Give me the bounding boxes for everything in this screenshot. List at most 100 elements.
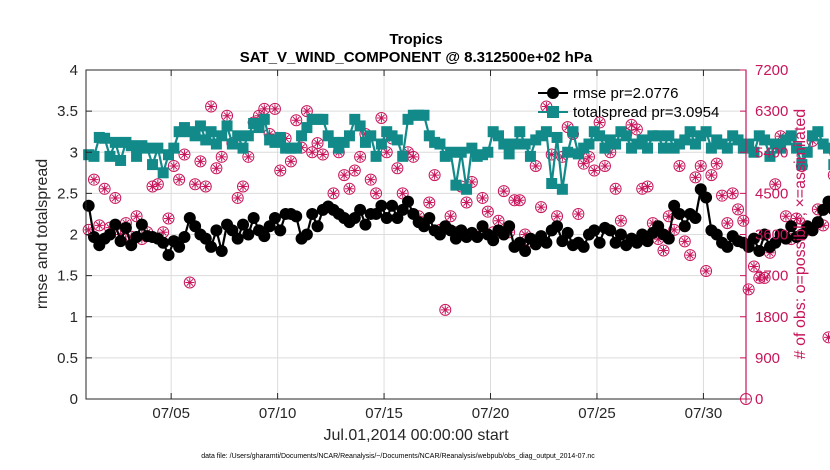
rmse-point (503, 220, 516, 233)
rmse-point (215, 244, 228, 257)
chart-title: Tropics (389, 31, 442, 48)
obs-assimilated-marker (616, 216, 626, 226)
y-tick-label: 2.5 (57, 185, 78, 202)
obs-assimilated-marker (339, 170, 349, 180)
totalspread-point (365, 130, 377, 142)
rmse-point (700, 191, 713, 204)
rmse-point (386, 199, 399, 212)
rmse-point (673, 207, 686, 220)
rmse-point (779, 232, 792, 245)
obs-possible-marker (199, 180, 212, 193)
rmse-series (82, 183, 830, 262)
obs-assimilated-marker (627, 120, 637, 130)
totalspread-point (700, 126, 712, 138)
rmse-point (822, 195, 830, 208)
obs-assimilated-marker (344, 184, 354, 194)
totalspread-point (237, 142, 249, 154)
totalspread-point (152, 142, 164, 154)
legend-rmse-label: rmse pr=2.0776 (573, 85, 678, 102)
obs-assimilated-marker (536, 202, 546, 212)
obs-assimilated-marker (749, 261, 759, 271)
obs-assimilated-marker (744, 284, 754, 294)
obs-assimilated-marker (669, 225, 679, 235)
totalspread-point (764, 150, 776, 162)
totalspread-point (759, 134, 771, 146)
obs-assimilated-marker (690, 172, 700, 182)
totalspread-point (599, 142, 611, 154)
totalspread-point (508, 138, 520, 150)
obs-assimilated-marker (573, 209, 583, 219)
obs-assimilated-marker (659, 245, 668, 255)
y-right-tick-label: 900 (755, 350, 780, 367)
obs-assimilated-marker (600, 161, 610, 171)
totalspread-point (163, 149, 174, 161)
obs-possible-marker (231, 191, 244, 204)
obs-possible-marker (614, 214, 627, 227)
rmse-point (827, 205, 830, 215)
totalspread-point (359, 136, 371, 148)
obs-assimilated-marker (222, 111, 232, 121)
rmse-point (157, 236, 170, 249)
totalspread-point (546, 178, 558, 190)
totalspread-point (466, 142, 478, 154)
totalspread-point (317, 113, 329, 125)
obs-possible-marker (684, 249, 697, 262)
obs-possible-marker (769, 178, 782, 191)
totalspread-point (455, 146, 467, 158)
rmse-point (588, 224, 601, 237)
obs-assimilated-marker (712, 159, 722, 169)
obs-assimilated-marker (174, 175, 184, 185)
obs-possible-marker (391, 162, 404, 175)
obs-assimilated-marker (392, 163, 402, 173)
rmse-point (82, 199, 95, 212)
obs-possible-marker (215, 150, 228, 163)
y-axis-label: rmse and totalspread (34, 159, 51, 309)
totalspread-point (684, 126, 696, 138)
rmse-point (247, 212, 260, 225)
totalspread-series (83, 109, 830, 195)
obs-possible-marker (694, 159, 707, 172)
obs-possible-marker (210, 162, 223, 175)
totalspread-point (514, 126, 526, 138)
rmse-point (593, 236, 606, 249)
obs-assimilated-marker (110, 193, 120, 203)
obs-possible-marker (327, 187, 340, 200)
obs-possible-marker (109, 191, 122, 204)
rmse-point (519, 244, 532, 257)
rmse-point (130, 230, 143, 243)
chart-subtitle: SAT_V_WIND_COMPONENT @ 8.312500e+02 hPa (240, 49, 593, 66)
totalspread-point (791, 142, 803, 154)
rmse-point (173, 240, 186, 253)
totalspread-point (232, 130, 244, 142)
rmse-point (274, 224, 287, 237)
rmse-point (109, 218, 122, 231)
obs-possible-marker (588, 164, 601, 177)
obs-possible-marker (183, 276, 196, 289)
rmse-point (540, 236, 553, 249)
obs-possible-marker (572, 207, 585, 220)
totalspread-point (109, 136, 121, 148)
rmse-point (785, 220, 798, 233)
totalspread-point (354, 120, 366, 132)
obs-assimilated-marker (467, 177, 477, 187)
obs-possible-marker (827, 170, 830, 180)
obs-possible-marker (173, 173, 186, 186)
obs-possible-marker (274, 164, 287, 177)
totalspread-point (540, 126, 552, 138)
obs-assimilated-marker (233, 193, 243, 203)
y-axis-right-label: # of obs: o=possible; ×=assimilated (792, 109, 809, 359)
totalspread-point (104, 150, 116, 162)
x-tick-label: 07/20 (472, 405, 510, 422)
rmse-point (135, 218, 148, 231)
obs-possible-marker (338, 169, 351, 182)
obs-assimilated-marker (424, 198, 434, 208)
obs-possible-marker (439, 303, 452, 316)
totalspread-point (301, 122, 313, 134)
rmse-point (487, 234, 500, 247)
obs-possible-marker (657, 244, 670, 257)
obs-possible-marker (290, 114, 303, 127)
rmse-point (721, 240, 734, 253)
obs-possible-marker (700, 265, 713, 278)
totalspread-point (498, 138, 510, 150)
obs-assimilated-marker (169, 161, 179, 171)
